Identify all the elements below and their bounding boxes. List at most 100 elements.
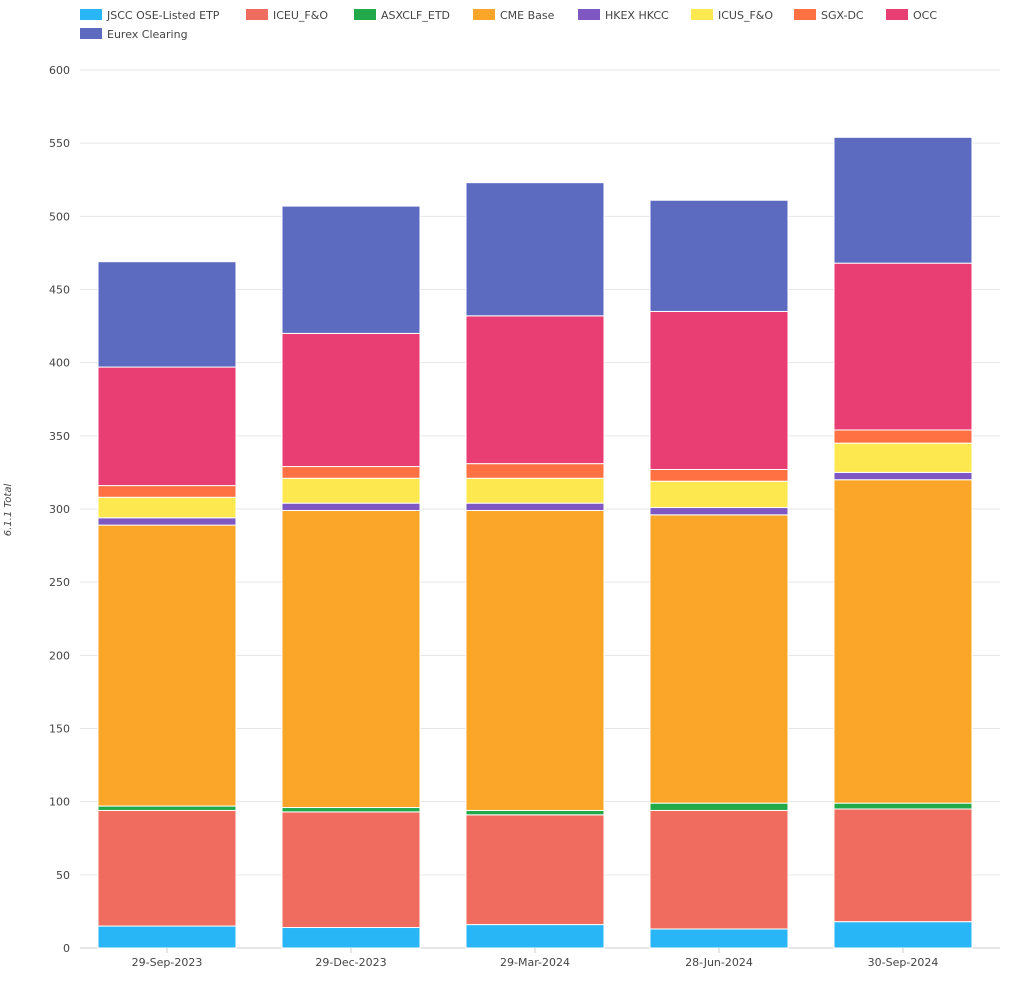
bar-segment[interactable] bbox=[649, 802, 789, 811]
bar-segment[interactable] bbox=[281, 466, 421, 479]
bar-segment[interactable] bbox=[97, 261, 237, 368]
legend-label: ICEU_F&O bbox=[273, 9, 328, 22]
legend-swatch bbox=[794, 9, 816, 20]
bar-segment[interactable] bbox=[649, 514, 789, 804]
bar-segment[interactable] bbox=[649, 507, 789, 516]
y-axis-ticks: 0 50 100 150 200 250 300 350 400 450 500 550 600 bbox=[49, 64, 70, 955]
y-tick-label: 200 bbox=[49, 649, 70, 662]
x-tick-label: 29-Dec-2023 bbox=[315, 956, 386, 969]
y-tick-label: 450 bbox=[49, 284, 70, 297]
bar-segment[interactable] bbox=[649, 199, 789, 312]
y-tick-label: 100 bbox=[49, 796, 70, 809]
bar-stack bbox=[97, 261, 237, 949]
bars bbox=[97, 136, 973, 949]
legend-item[interactable]: Eurex Clearing bbox=[80, 28, 188, 41]
bar-segment[interactable] bbox=[833, 136, 973, 264]
x-tick-label: 29-Sep-2023 bbox=[132, 956, 203, 969]
legend-item[interactable]: SGX-DC bbox=[794, 9, 864, 22]
legend-label: ASXCLF_ETD bbox=[381, 9, 450, 22]
bar-segment[interactable] bbox=[465, 509, 605, 811]
legend-swatch bbox=[80, 28, 102, 39]
legend-label: Eurex Clearing bbox=[107, 28, 188, 41]
bar-segment[interactable] bbox=[281, 807, 421, 813]
bar-segment[interactable] bbox=[465, 182, 605, 317]
bar-segment[interactable] bbox=[281, 811, 421, 929]
legend-swatch bbox=[246, 9, 268, 20]
legend-label: HKEX HKCC bbox=[605, 9, 669, 22]
legend-swatch bbox=[578, 9, 600, 20]
bar-segment[interactable] bbox=[465, 502, 605, 511]
legend-label: JSCC OSE-Listed ETP bbox=[106, 9, 220, 22]
legend-item[interactable]: OCC bbox=[886, 9, 937, 22]
legend-label: ICUS_F&O bbox=[718, 9, 773, 22]
bar-segment[interactable] bbox=[97, 496, 237, 519]
bar-segment[interactable] bbox=[97, 805, 237, 811]
bar-stack bbox=[833, 136, 973, 949]
bar-segment[interactable] bbox=[833, 921, 973, 949]
bar-segment[interactable] bbox=[97, 517, 237, 526]
x-tick-label: 29-Mar-2024 bbox=[500, 956, 570, 969]
bar-segment[interactable] bbox=[281, 332, 421, 468]
bar-segment[interactable] bbox=[833, 471, 973, 481]
y-tick-label: 150 bbox=[49, 723, 70, 736]
bar-segment[interactable] bbox=[281, 502, 421, 511]
legend-item[interactable]: ICEU_F&O bbox=[246, 9, 328, 22]
bar-segment[interactable] bbox=[97, 809, 237, 927]
chart-legend: JSCC OSE-Listed ETP ICEU_F&O ASXCLF_ETD CME… bbox=[80, 9, 937, 41]
bar-segment[interactable] bbox=[97, 366, 237, 487]
bar-segment[interactable] bbox=[97, 925, 237, 949]
y-tick-label: 550 bbox=[49, 137, 70, 150]
legend-item[interactable]: ICUS_F&O bbox=[691, 9, 773, 22]
bar-segment[interactable] bbox=[465, 814, 605, 926]
y-tick-label: 500 bbox=[49, 210, 70, 223]
legend-label: SGX-DC bbox=[821, 9, 864, 22]
bar-segment[interactable] bbox=[833, 442, 973, 473]
bar-segment[interactable] bbox=[833, 808, 973, 923]
bar-segment[interactable] bbox=[465, 809, 605, 816]
bar-segment[interactable] bbox=[465, 924, 605, 949]
bar-segment[interactable] bbox=[649, 480, 789, 509]
bar-segment[interactable] bbox=[97, 524, 237, 807]
bar-segment[interactable] bbox=[97, 485, 237, 498]
bar-segment[interactable] bbox=[833, 802, 973, 810]
y-tick-label: 300 bbox=[49, 503, 70, 516]
y-tick-label: 50 bbox=[56, 869, 70, 882]
bar-segment[interactable] bbox=[649, 310, 789, 470]
legend-item[interactable]: ASXCLF_ETD bbox=[354, 9, 450, 22]
x-tick-label: 28-Jun-2024 bbox=[685, 956, 753, 969]
bar-segment[interactable] bbox=[465, 315, 605, 465]
bar-segment[interactable] bbox=[833, 429, 973, 444]
bar-segment[interactable] bbox=[649, 809, 789, 930]
bar-segment[interactable] bbox=[281, 477, 421, 504]
y-tick-label: 250 bbox=[49, 576, 70, 589]
bar-segment[interactable] bbox=[465, 477, 605, 504]
bar-stack bbox=[281, 205, 421, 949]
legend-label: CME Base bbox=[500, 9, 555, 22]
bar-segment[interactable] bbox=[281, 509, 421, 809]
y-tick-label: 350 bbox=[49, 430, 70, 443]
legend-swatch bbox=[354, 9, 376, 20]
legend-item[interactable]: JSCC OSE-Listed ETP bbox=[80, 9, 220, 22]
legend-label: OCC bbox=[913, 9, 937, 22]
y-tick-label: 0 bbox=[63, 942, 70, 955]
y-tick-label: 600 bbox=[49, 64, 70, 77]
legend-item[interactable]: CME Base bbox=[473, 9, 555, 22]
bar-stack bbox=[465, 182, 605, 949]
bar-segment[interactable] bbox=[465, 463, 605, 479]
bar-segment[interactable] bbox=[649, 928, 789, 949]
bar-segment[interactable] bbox=[833, 479, 973, 804]
legend-swatch bbox=[691, 9, 713, 20]
y-axis-label: 6.1.1 Total bbox=[3, 484, 14, 537]
legend-item[interactable]: HKEX HKCC bbox=[578, 9, 669, 22]
legend-swatch bbox=[886, 9, 908, 20]
y-tick-label: 400 bbox=[49, 357, 70, 370]
x-tick-label: 30-Sep-2024 bbox=[868, 956, 939, 969]
bar-segment[interactable] bbox=[649, 468, 789, 482]
bar-segment[interactable] bbox=[281, 205, 421, 334]
bar-segment[interactable] bbox=[281, 927, 421, 949]
bar-stack bbox=[649, 199, 789, 949]
legend-swatch bbox=[80, 9, 102, 20]
bar-segment[interactable] bbox=[833, 262, 973, 431]
legend-swatch bbox=[473, 9, 495, 20]
